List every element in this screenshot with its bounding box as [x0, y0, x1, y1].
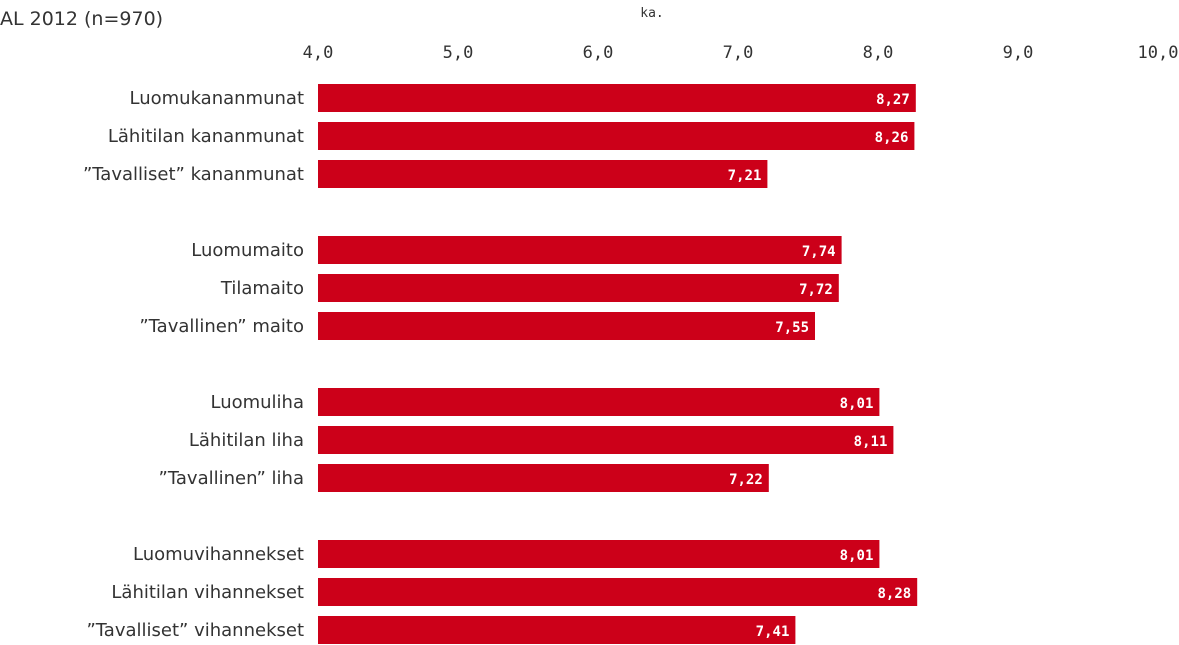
bar	[318, 122, 915, 150]
bar-row: Lähitilan liha 8,11	[189, 426, 894, 454]
bar	[318, 464, 769, 492]
bar	[318, 540, 880, 568]
bar-row: Lähitilan vihannekset 8,28	[111, 578, 918, 606]
category-label: Luomukananmunat	[130, 88, 305, 109]
chart-subtitle: AL 2012 (n=970)	[0, 8, 163, 30]
bar-row: Luomuvihannekset 8,01	[133, 540, 880, 568]
x-tick-label: 5,0	[443, 43, 474, 63]
category-label: ”Tavallinen” maito	[139, 316, 304, 337]
bar-series: Luomukananmunat 8,27 Lähitilan kananmunat 8…	[83, 84, 918, 644]
bar-value-label: 8,27	[876, 92, 910, 108]
bar-value-label: 7,55	[775, 320, 809, 336]
bar	[318, 274, 839, 302]
category-label: Lähitilan liha	[189, 430, 304, 451]
x-tick-label: 7,0	[723, 43, 754, 63]
bar-row: ”Tavalliset” kananmunat 7,21	[83, 160, 768, 188]
bar-value-label: 7,74	[802, 244, 836, 260]
bar	[318, 312, 815, 340]
category-label: Luomuliha	[210, 392, 304, 413]
bar-row: ”Tavallinen” maito 7,55	[139, 312, 815, 340]
category-label: Lähitilan kananmunat	[108, 126, 304, 147]
x-tick-label: 4,0	[303, 43, 334, 63]
bar-value-label: 7,41	[756, 624, 790, 640]
bar	[318, 426, 894, 454]
bar-value-label: 8,11	[854, 434, 888, 450]
category-label: Luomumaito	[191, 240, 304, 261]
bar-row: ”Tavalliset” vihannekset 7,41	[86, 616, 796, 644]
x-tick-label: 6,0	[583, 43, 614, 63]
category-label: Tilamaito	[220, 278, 304, 299]
category-label: Lähitilan vihannekset	[111, 582, 304, 603]
x-tick-label: 9,0	[1003, 43, 1034, 63]
bar	[318, 236, 842, 264]
bar	[318, 578, 918, 606]
bar-value-label: 7,22	[729, 472, 763, 488]
bar	[318, 388, 880, 416]
bar-row: Luomumaito 7,74	[191, 236, 842, 264]
bar-value-label: 8,01	[840, 396, 874, 412]
bar-value-label: 8,01	[840, 548, 874, 564]
category-label: ”Tavalliset” kananmunat	[83, 164, 304, 185]
bar-value-label: 7,21	[728, 168, 762, 184]
x-tick-label: 10,0	[1138, 43, 1179, 63]
x-tick-label: 8,0	[863, 43, 894, 63]
bar	[318, 160, 768, 188]
bar-value-label: 8,26	[875, 130, 909, 146]
bar-value-label: 8,28	[877, 586, 911, 602]
bar-row: ”Tavallinen” liha 7,22	[159, 464, 769, 492]
x-axis-ticks: 4,0 5,0 6,0 7,0 8,0 9,0 10,0	[303, 43, 1179, 63]
bar-row: Luomuliha 8,01	[210, 388, 880, 416]
axis-unit-label: ka.	[640, 6, 663, 21]
category-label: Luomuvihannekset	[133, 544, 304, 565]
category-label: ”Tavalliset” vihannekset	[86, 620, 304, 641]
bar-row: Lähitilan kananmunat 8,26	[108, 122, 915, 150]
bar	[318, 84, 916, 112]
category-label: ”Tavallinen” liha	[159, 468, 304, 489]
bar-value-label: 7,72	[799, 282, 833, 298]
bar-row: Tilamaito 7,72	[220, 274, 839, 302]
bar-row: Luomukananmunat 8,27	[130, 84, 916, 112]
bar	[318, 616, 796, 644]
